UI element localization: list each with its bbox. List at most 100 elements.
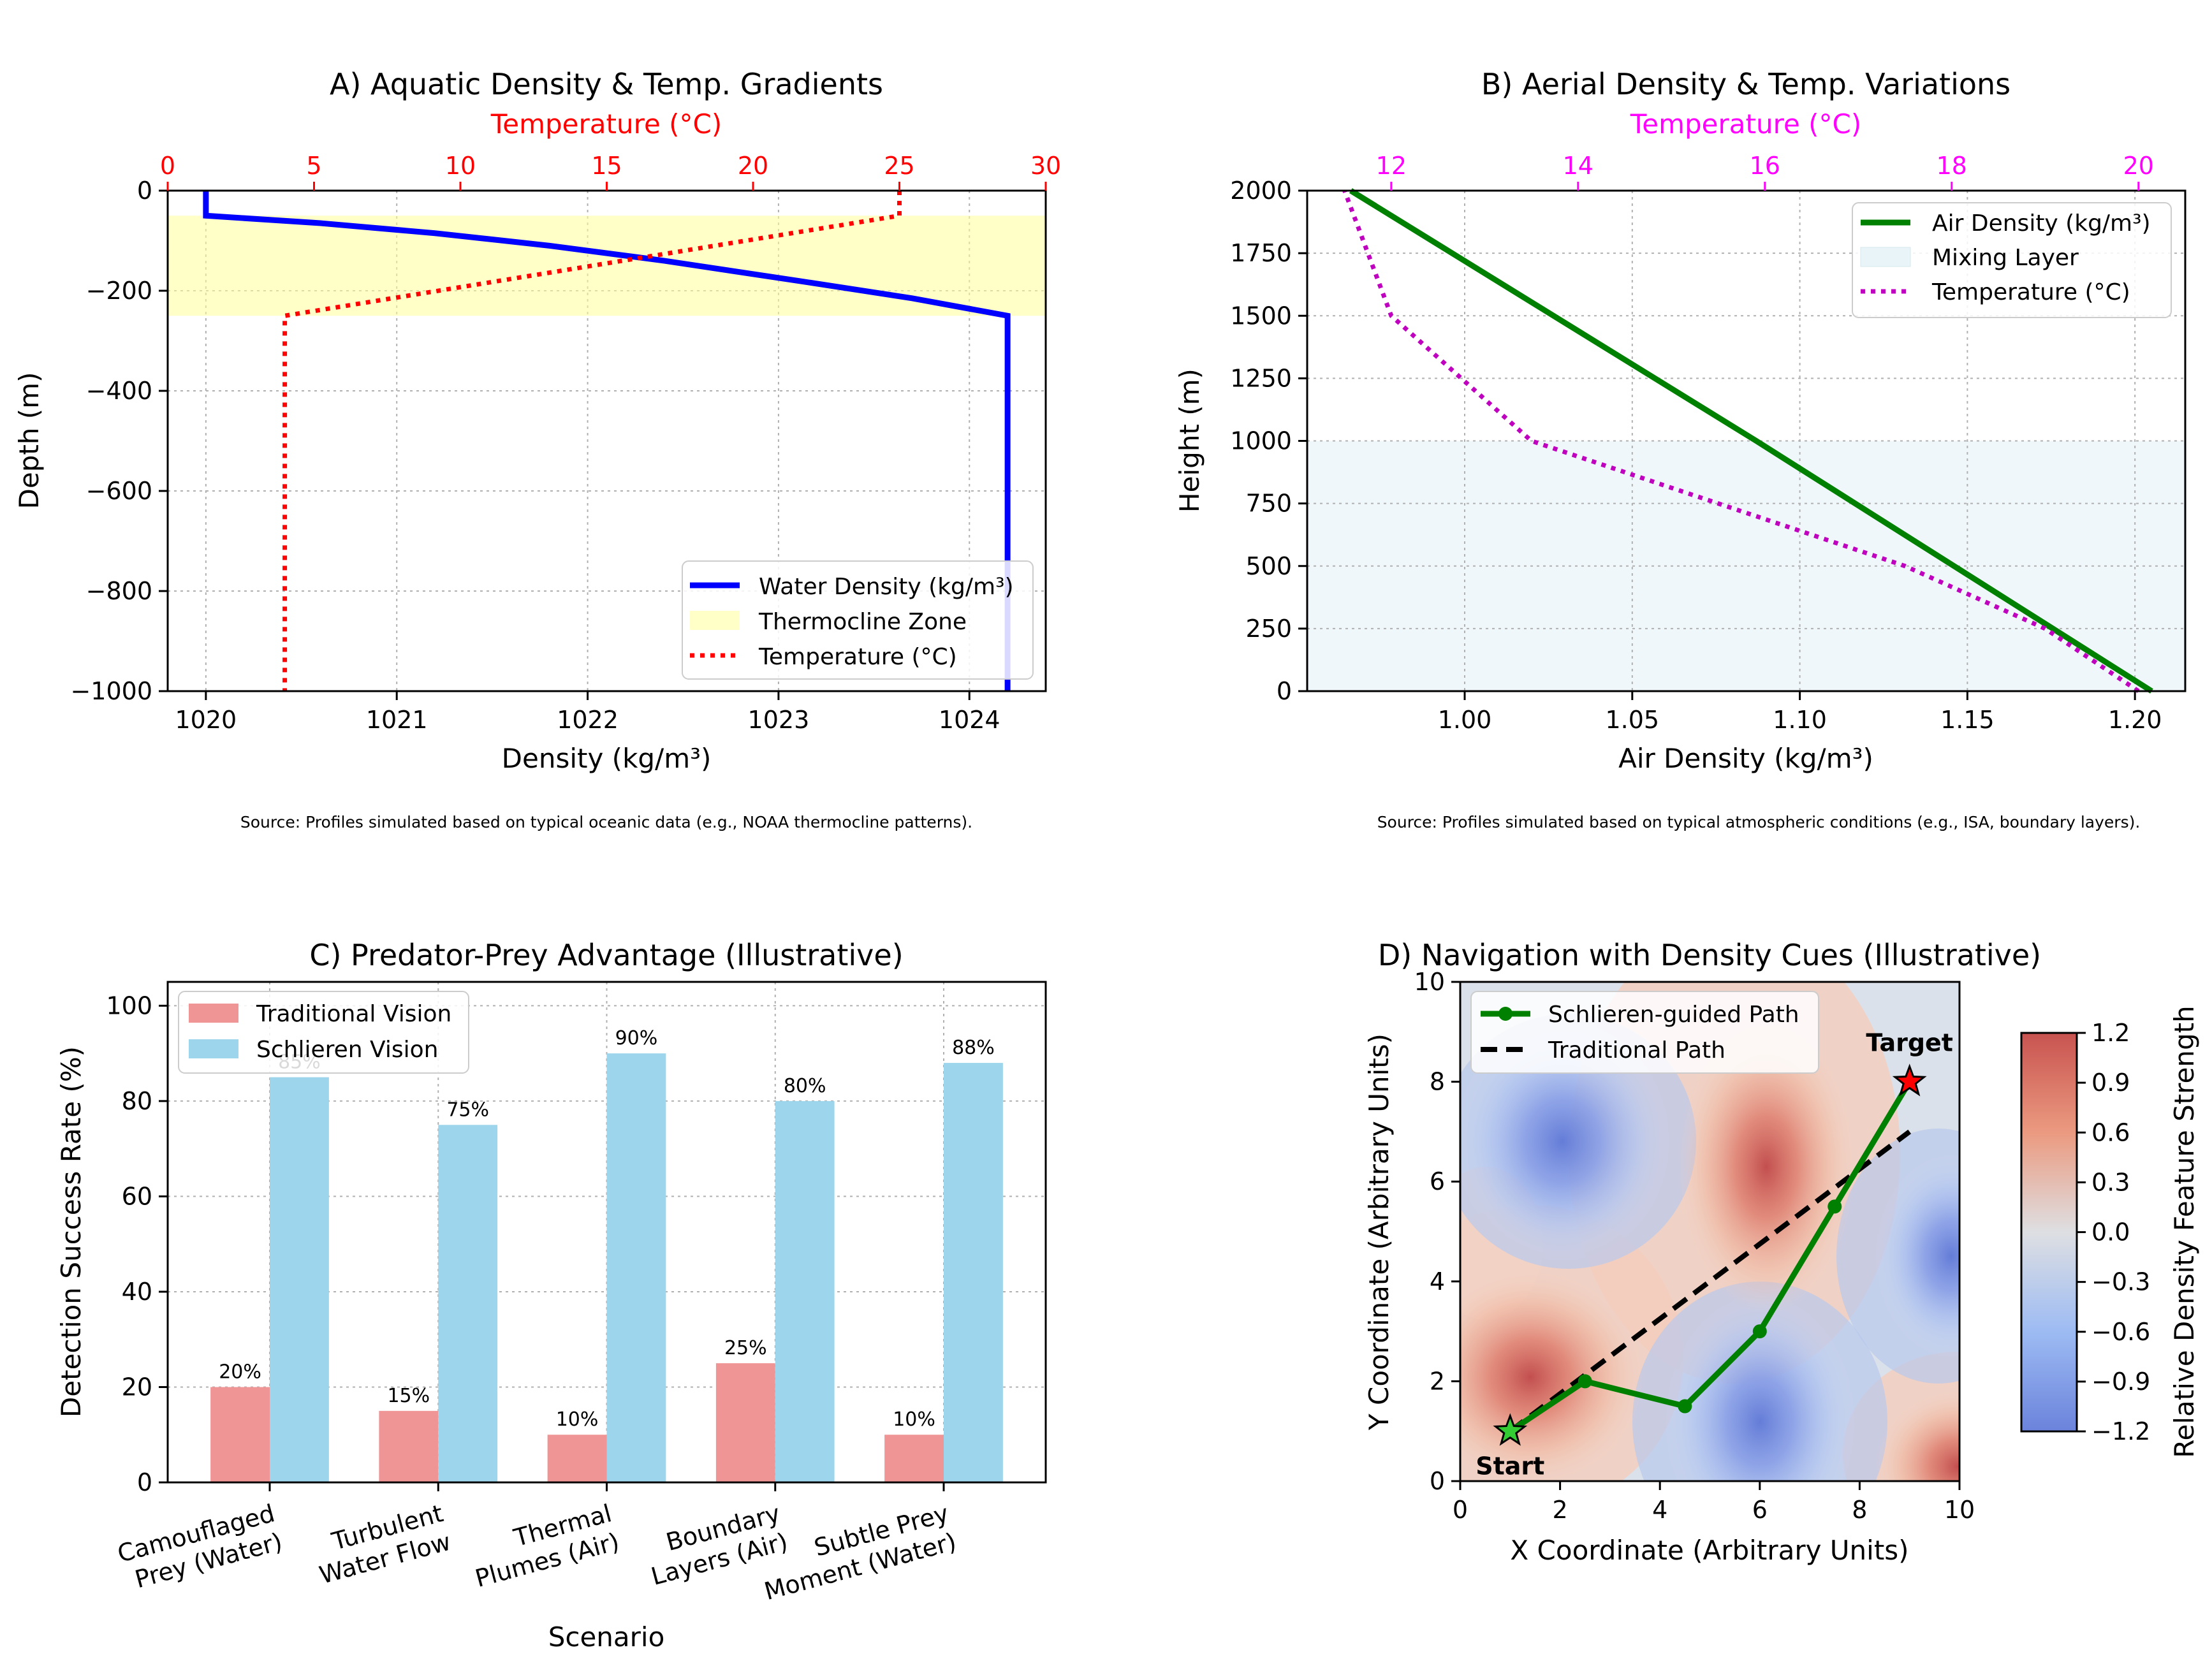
- path-waypoint: [1752, 1324, 1767, 1339]
- panel-a-title: A) Aquatic Density & Temp. Gradients: [330, 67, 883, 101]
- start-star-icon: [1493, 1413, 1528, 1446]
- panel-a-source-note: Source: Profiles simulated based on typi…: [240, 813, 972, 831]
- panel-d-x-tick-label: 6: [1752, 1496, 1768, 1524]
- panel-d-y-tick-label: 0: [1430, 1467, 1445, 1495]
- water-temperature-line: [282, 191, 902, 691]
- panel-b-ticks: 1.00 1.05 1.10 1.15 1.20 0 250 500 750 1000 1250 15…: [1230, 152, 2162, 734]
- panel-b-y-tick-label: 1500: [1230, 302, 1292, 330]
- traditional-vision-bar: [715, 1363, 775, 1482]
- colorbar-label: Relative Density Feature Strength: [2169, 1005, 2200, 1458]
- traditional-path-line: [1508, 1129, 1912, 1433]
- panel-b-y-tick-label: 1750: [1230, 239, 1292, 267]
- panel-c-y-tick-label: 0: [137, 1468, 152, 1496]
- panel-c-y-tick-label: 40: [122, 1278, 152, 1306]
- panel-b-y-tick-label: 1250: [1230, 364, 1292, 392]
- bar-value-label: 25%: [724, 1337, 767, 1359]
- panel-a-y-tick-label: 0: [137, 177, 152, 205]
- panel-a-top-tick-label: 10: [445, 152, 476, 180]
- panel-d-x-axis-label: X Coordinate (Arbitrary Units): [1510, 1535, 1908, 1566]
- panel-a-x-tick-label: 1023: [748, 706, 810, 734]
- panel-b-source-note: Source: Profiles simulated based on typi…: [1377, 813, 2141, 831]
- panel-a-y-tick-label: −1000: [70, 677, 152, 705]
- traditional-vision-bar: [884, 1435, 944, 1482]
- panel-b-top-tick-label: 14: [1563, 152, 1593, 180]
- panel-b-y-axis-label: Height (m): [1174, 369, 1205, 513]
- traditional-vision-bar: [547, 1435, 607, 1482]
- panel-a-legend: Water Density (kg/m³) Thermocline Zone T…: [682, 560, 1034, 680]
- panel-b-y-tick-label: 0: [1277, 677, 1292, 705]
- panel-d-x-tick-label: 0: [1453, 1496, 1468, 1524]
- panel-d-y-tick-label: 8: [1430, 1068, 1445, 1096]
- path-waypoint: [1578, 1374, 1592, 1389]
- panel-a-x-axis-label: Density (kg/m³): [502, 743, 712, 774]
- colorbar: [2020, 1032, 2078, 1433]
- panel-b-x-tick-label: 1.05: [1606, 706, 1660, 734]
- bar-value-label: 88%: [952, 1037, 995, 1059]
- panel-a-top-tick-label: 5: [306, 152, 321, 180]
- panel-c-x-axis-label: Scenario: [548, 1621, 665, 1653]
- target-label: Target: [1866, 1029, 1953, 1057]
- panel-c-y-tick-label: 60: [122, 1182, 152, 1210]
- colorbar-tick-label: 0.9: [2091, 1069, 2130, 1097]
- panel-d-x-tick-label: 10: [1944, 1496, 1975, 1524]
- panel-a-x-tick-label: 1021: [366, 706, 428, 734]
- panel-d-legend: Schlieren-guided Path Traditional Path: [1470, 991, 1819, 1074]
- schlieren-vision-bar: [270, 1077, 329, 1482]
- traditional-vision-bar: [379, 1410, 439, 1482]
- air-density-line: [1349, 188, 2153, 694]
- panel-c-title: C) Predator-Prey Advantage (Illustrative…: [309, 938, 903, 972]
- panel-a-top-tick-label: 20: [738, 152, 768, 180]
- panel-c-y-tick-label: 100: [106, 991, 152, 1020]
- panel-a-y-tick-label: −400: [86, 377, 152, 405]
- panel-b-top-tick-label: 18: [1937, 152, 1967, 180]
- panel-a-top-tick-label: 0: [160, 152, 175, 180]
- colorbar-tick-label: −0.9: [2091, 1368, 2150, 1396]
- colorbar-tick-label: 1.2: [2091, 1019, 2130, 1047]
- panel-b-y-tick-label: 500: [1245, 552, 1292, 580]
- panel-d-x-tick-label: 4: [1652, 1496, 1667, 1524]
- panel-a-ticks: 1020 1021 1022 1023 10240−200−400−600−800−10…: [70, 152, 1061, 734]
- panel-d-y-tick-label: 2: [1430, 1367, 1445, 1395]
- mixing-layer-band: [1307, 441, 2185, 691]
- bar-value-label: 20%: [219, 1361, 261, 1383]
- panel-d-ticks: 0 2 4 6 8 10 0 2 4 6 8 10: [1414, 968, 1975, 1524]
- colorbar-tick-label: 0.6: [2091, 1118, 2130, 1146]
- panel-a-y-tick-label: −800: [86, 577, 152, 605]
- panel-c-y-axis-label: Detection Success Rate (%): [55, 1046, 87, 1417]
- panel-c: C) Predator-Prey Advantage (Illustrative…: [55, 938, 1047, 1653]
- bar-value-label: 80%: [784, 1075, 826, 1097]
- panel-c-bars: 20%85%15%75%10%90%25%80%10%88%: [210, 1027, 1003, 1482]
- panel-b-top-tick-label: 16: [1750, 152, 1780, 180]
- panel-b-x-axis-label: Air Density (kg/m³): [1618, 743, 1873, 774]
- panel-a-x-tick-label: 1022: [557, 706, 619, 734]
- panel-d-y-axis-label: Y Coordinate (Arbitrary Units): [1363, 1034, 1395, 1431]
- panel-b-y-tick-label: 250: [1245, 615, 1292, 643]
- bar-value-label: 75%: [446, 1099, 489, 1121]
- schlieren-vision-bar: [775, 1100, 835, 1482]
- panel-d-x-tick-label: 2: [1553, 1496, 1568, 1524]
- panel-d: D) Navigation with Density Cues (Illustr…: [1363, 938, 2200, 1566]
- legend-water-temperature: Temperature (°C): [758, 644, 957, 670]
- air-temperature-line: [1342, 189, 2140, 693]
- panel-a: A) Aquatic Density & Temp. Gradients Tem…: [13, 67, 1061, 831]
- target-star-icon: [1892, 1063, 1927, 1097]
- bar-value-label: 10%: [556, 1408, 599, 1431]
- colorbar-ticks: 1.2 0.9 0.6 0.3 0.0 −0.3 −0.6 −0.9 −1.2: [2077, 1019, 2150, 1445]
- panel-b-x-tick-label: 1.10: [1773, 706, 1827, 734]
- panel-d-title: D) Navigation with Density Cues (Illustr…: [1378, 938, 2041, 972]
- panel-c-legend: Traditional Vision Schlieren Vision: [178, 991, 469, 1074]
- legend-air-density: Air Density (kg/m³): [1932, 210, 2151, 237]
- panel-b-top-tick-label: 12: [1376, 152, 1407, 180]
- panel-d-frame: [1459, 981, 1961, 1482]
- colorbar-tick-label: 0.0: [2091, 1218, 2130, 1246]
- panel-a-top-tick-label: 30: [1030, 152, 1061, 180]
- panel-a-x-tick-label: 1024: [939, 706, 1000, 734]
- colorbar-tick-label: −0.3: [2091, 1268, 2150, 1296]
- panel-b-top-tick-label: 20: [2123, 152, 2154, 180]
- legend-traditional-path: Traditional Path: [1548, 1037, 1725, 1063]
- panel-c-y-tick-label: 20: [122, 1373, 152, 1401]
- legend-schlieren-path: Schlieren-guided Path: [1548, 1002, 1799, 1028]
